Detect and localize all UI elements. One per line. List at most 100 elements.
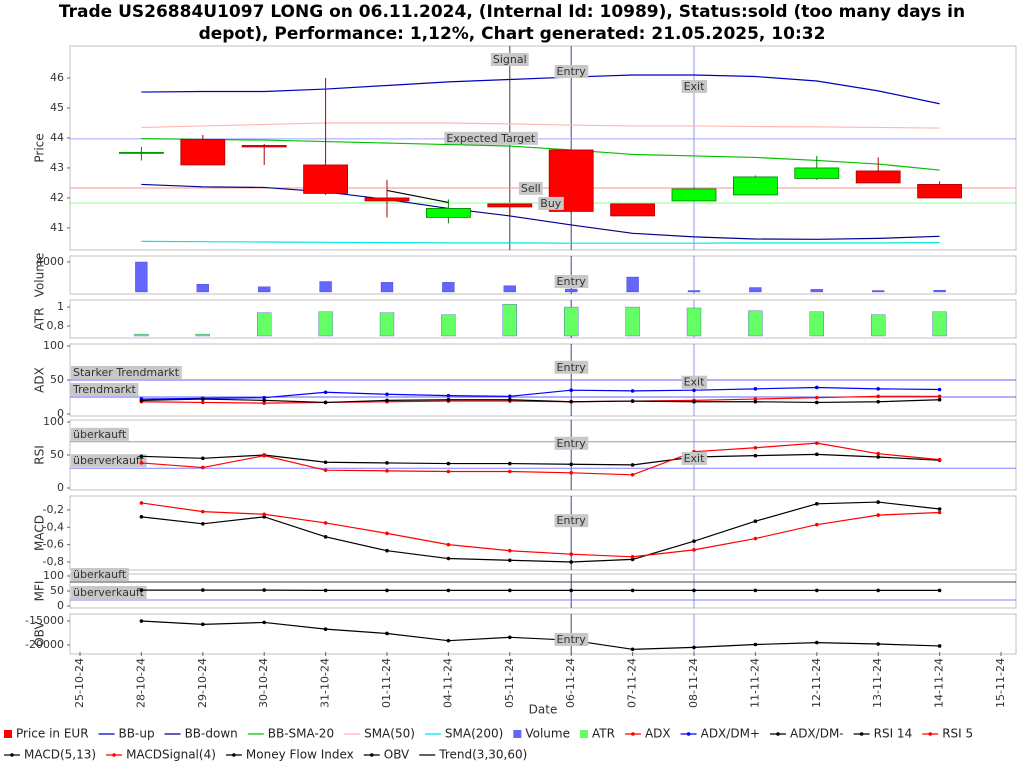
series-dot xyxy=(630,557,635,562)
y-tick-label: -15000 xyxy=(25,614,64,627)
legend-item: Trend(3,30,60) xyxy=(419,748,527,762)
series-dot xyxy=(201,400,205,405)
y-tick-label: 43 xyxy=(50,161,64,174)
series-dot xyxy=(139,588,144,592)
series-dot xyxy=(569,552,573,556)
plot-area xyxy=(69,299,1017,339)
annotation: Entry xyxy=(557,514,587,527)
y-axis-label: ATR xyxy=(33,308,47,331)
series-dot xyxy=(262,515,267,519)
candle-body xyxy=(855,170,901,184)
candle-body xyxy=(241,145,287,148)
series-dot xyxy=(630,473,635,477)
series-dot xyxy=(753,387,758,391)
label-bg xyxy=(71,568,129,581)
reference-label: Starker Trendmarkt xyxy=(73,366,180,379)
annotation: Buy xyxy=(540,197,562,210)
y-axis-label: MACD xyxy=(33,515,47,551)
legend-label: RSI 5 xyxy=(942,727,973,741)
series-dot xyxy=(569,471,573,475)
y-axis-label: OBV xyxy=(33,620,47,646)
candle-body xyxy=(733,176,778,196)
legend-label: SMA(200) xyxy=(445,727,503,741)
series-dot xyxy=(262,588,267,592)
series-dot xyxy=(201,622,205,627)
series-line xyxy=(141,395,940,404)
label-bg xyxy=(554,360,589,374)
annotation: Entry xyxy=(557,275,587,288)
series-line xyxy=(141,502,940,558)
reference-label: überkauft xyxy=(73,568,127,581)
series-dot xyxy=(201,456,205,461)
x-tick-label: 11-11-24 xyxy=(748,658,761,708)
legend-dot xyxy=(369,753,374,757)
chart-title: depot), Performance: 1,12%, Chart genera… xyxy=(199,24,826,44)
series-dot xyxy=(139,454,144,459)
bar xyxy=(565,288,578,293)
series-dot xyxy=(937,644,942,648)
y-tick-label: 1 xyxy=(57,300,64,313)
series-dot xyxy=(876,387,880,391)
bar xyxy=(687,290,701,293)
label-bg xyxy=(554,514,589,528)
x-tick-label: 08-11-24 xyxy=(687,658,700,708)
series-dot xyxy=(937,510,942,515)
y-tick-label: 100 xyxy=(43,569,64,582)
series-dot xyxy=(815,502,819,506)
annotation: Entry xyxy=(557,437,587,450)
y-tick-label: 45 xyxy=(50,101,64,114)
bar xyxy=(503,285,516,293)
series-dot xyxy=(876,642,880,646)
series-dot xyxy=(139,398,144,403)
bar xyxy=(749,287,762,293)
series-dot xyxy=(262,398,267,403)
legend-item: Volume xyxy=(513,727,570,741)
series-dot xyxy=(753,445,758,450)
series-dot xyxy=(385,392,389,397)
x-tick-label: 01-11-24 xyxy=(380,658,393,708)
series-dot xyxy=(937,507,942,511)
plot-area xyxy=(69,419,1017,491)
series-dot xyxy=(323,535,328,539)
candle-body xyxy=(794,167,840,179)
legend-item: RSI 5 xyxy=(922,727,973,741)
label-bg xyxy=(518,181,543,195)
annotation: Exit xyxy=(684,80,706,93)
label-bg xyxy=(71,366,182,379)
series-dot xyxy=(815,588,819,593)
bar xyxy=(810,289,823,293)
series-line xyxy=(141,386,940,400)
legend-item: ADX xyxy=(624,727,671,741)
label-bg xyxy=(71,427,129,441)
legend-item: ADX/DM- xyxy=(769,727,844,741)
legend-item: SMA(50) xyxy=(344,727,415,741)
series-dot xyxy=(876,399,880,404)
x-tick-label: 29-10-24 xyxy=(196,658,209,708)
series-dot xyxy=(876,394,880,399)
series-dot xyxy=(569,462,573,467)
x-tick-label: 13-11-24 xyxy=(871,658,884,708)
bar xyxy=(318,311,333,337)
bar xyxy=(933,289,946,293)
bar xyxy=(748,310,763,337)
reference-label: Trendmarkt xyxy=(72,383,136,396)
series-dot xyxy=(262,395,267,400)
reference-label: überkauft xyxy=(73,428,127,441)
bar xyxy=(932,311,947,337)
x-tick-label: 12-11-24 xyxy=(810,658,823,708)
y-axis-label: ADX xyxy=(33,367,47,393)
candle-body xyxy=(917,184,962,199)
series-dot xyxy=(385,548,389,553)
candle-body xyxy=(364,197,410,202)
series-dot xyxy=(385,469,389,473)
series-line xyxy=(141,398,940,404)
annotation: Signal xyxy=(493,53,527,66)
legend-label: BB-SMA-20 xyxy=(268,727,334,741)
y-tick-label: 100 xyxy=(43,415,64,428)
legend-item: BB-down xyxy=(164,727,238,741)
series-dot xyxy=(262,512,267,517)
label-bg xyxy=(554,632,589,646)
y-tick-label: -0,8 xyxy=(43,555,64,568)
y-axis-label: RSI xyxy=(33,445,47,465)
